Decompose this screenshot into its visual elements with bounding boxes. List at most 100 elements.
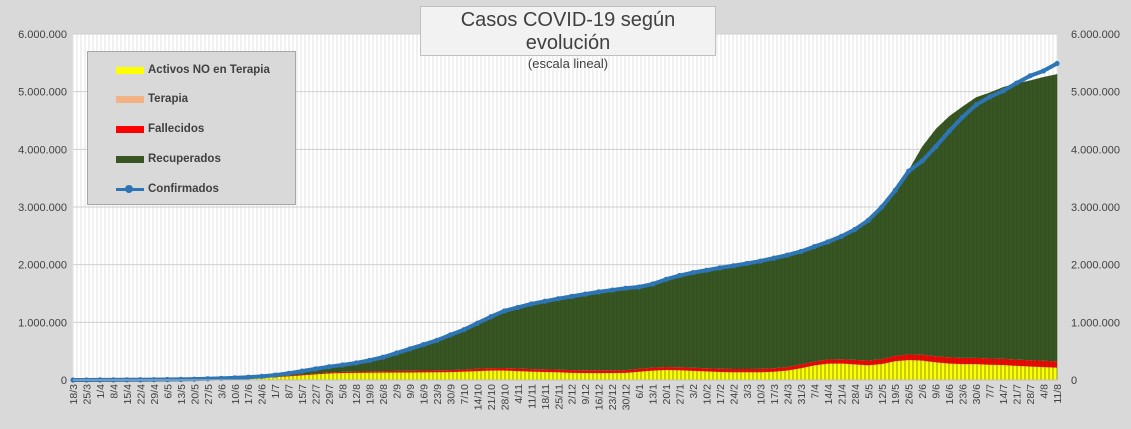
confirmados-point	[623, 285, 629, 291]
x-tick-label: 4/8	[1039, 384, 1051, 399]
x-tick-label: 15/7	[297, 384, 309, 405]
x-tick-label: 10/3	[755, 384, 767, 405]
series-recuperados-area	[73, 74, 1057, 380]
x-tick-label: 2/9	[392, 384, 404, 399]
x-tick-label: 22/4	[135, 384, 147, 405]
x-tick-label: 9/12	[580, 384, 592, 405]
x-tick-label: 5/5	[863, 384, 875, 399]
x-tick-label: 6/1	[634, 384, 646, 399]
x-tick-label: 12/5	[877, 384, 889, 405]
legend-item-activos: Activos NO en Terapia	[116, 63, 270, 77]
confirmados-point	[906, 168, 912, 174]
legend-swatch-terapia	[116, 95, 144, 103]
confirmados-point	[973, 102, 979, 108]
x-tick-label: 16/12	[594, 384, 606, 410]
x-tick-label: 1/7	[270, 384, 282, 399]
x-tick-label: 23/9	[432, 384, 444, 405]
x-tick-label: 28/4	[850, 384, 862, 405]
confirmados-point	[515, 304, 521, 311]
x-tick-label: 25/11	[553, 384, 565, 410]
confirmados-point	[690, 269, 696, 276]
x-tick-label: 28/10	[499, 384, 511, 410]
confirmados-point	[717, 265, 723, 271]
x-tick-label: 31/3	[796, 384, 808, 405]
confirmados-point	[784, 252, 791, 258]
x-tick-label: 7/4	[809, 384, 821, 399]
confirmados-point	[326, 364, 332, 370]
confirmados-point	[542, 298, 548, 304]
x-tick-label: 9/6	[931, 384, 943, 399]
legend-item-confirmados: Confirmados	[116, 182, 219, 196]
confirmados-point	[447, 332, 454, 338]
y-tick-label: 3.000.000	[18, 202, 67, 214]
x-tick-label: 2/6	[917, 384, 929, 399]
x-tick-label: 30/12	[621, 384, 633, 410]
x-tick-label: 29/4	[149, 384, 161, 405]
x-tick-label: 9/9	[405, 384, 417, 399]
y2-tick-label: 0	[1071, 375, 1077, 387]
confirmados-point	[528, 301, 534, 307]
confirmados-point	[703, 267, 710, 273]
confirmados-point	[461, 327, 467, 333]
confirmados-point	[825, 239, 831, 245]
legend-swatch-fallecidos	[116, 125, 144, 133]
legend-swatch-recuperados	[116, 155, 144, 163]
x-tick-label: 11/11	[526, 384, 538, 409]
x-tick-label: 16/6	[944, 384, 956, 405]
confirmados-point	[987, 94, 993, 100]
x-tick-label: 20/1	[661, 384, 673, 405]
legend-label-fallecidos: Fallecidos	[148, 123, 205, 135]
confirmados-point	[299, 368, 305, 374]
confirmados-point	[852, 226, 858, 233]
x-tick-label: 3/2	[688, 384, 700, 399]
confirmados-point	[407, 346, 413, 352]
x-tick-label: 5/8	[338, 384, 350, 399]
x-tick-label: 8/7	[284, 384, 296, 399]
confirmados-point	[663, 276, 669, 282]
x-tick-label: 8/4	[108, 384, 120, 399]
confirmados-point	[313, 366, 319, 372]
x-tick-label: 21/4	[836, 384, 848, 405]
confirmados-point	[650, 281, 656, 287]
confirmados-point	[892, 187, 898, 193]
confirmados-point	[259, 373, 265, 379]
confirmados-point	[865, 217, 871, 223]
confirmados-point	[1013, 80, 1020, 86]
x-tick-label: 26/8	[378, 384, 390, 405]
confirmados-point	[919, 158, 925, 164]
y-tick-label: 0	[61, 375, 67, 387]
x-tick-label: 20/5	[189, 384, 201, 405]
confirmados-point	[933, 144, 939, 150]
confirmados-point	[286, 370, 292, 376]
x-tick-label: 11/8	[1052, 384, 1064, 404]
x-tick-label: 30/9	[445, 384, 457, 405]
x-tick-label: 28/7	[1025, 384, 1037, 405]
confirmados-point	[245, 374, 251, 380]
x-tick-label: 4/11	[513, 384, 525, 404]
confirmados-point	[353, 360, 359, 366]
confirmados-point	[960, 114, 966, 120]
legend-label-recuperados: Recuperados	[148, 153, 221, 165]
confirmados-point	[582, 291, 588, 297]
confirmados-point	[1040, 68, 1047, 74]
confirmados-point	[474, 320, 480, 326]
confirmados-point	[569, 293, 575, 299]
x-tick-label: 27/5	[203, 384, 215, 405]
confirmados-point	[609, 287, 615, 293]
x-tick-label: 3/3	[742, 384, 754, 399]
x-tick-label: 16/9	[418, 384, 430, 405]
confirmados-point	[596, 289, 602, 295]
confirmados-point	[205, 376, 211, 382]
confirmados-point	[232, 375, 238, 381]
x-tick-label: 30/6	[971, 384, 983, 405]
legend-swatch-confirmados	[116, 184, 144, 193]
x-tick-label: 23/12	[607, 384, 619, 410]
y2-tick-label: 1.000.000	[1071, 317, 1120, 329]
x-tick-label: 10/6	[230, 384, 242, 405]
y-tick-label: 4.000.000	[18, 144, 67, 156]
y-tick-label: 6.000.000	[18, 29, 67, 41]
chart-subtitle: (escala lineal)	[527, 56, 609, 71]
confirmados-point	[1000, 88, 1006, 94]
